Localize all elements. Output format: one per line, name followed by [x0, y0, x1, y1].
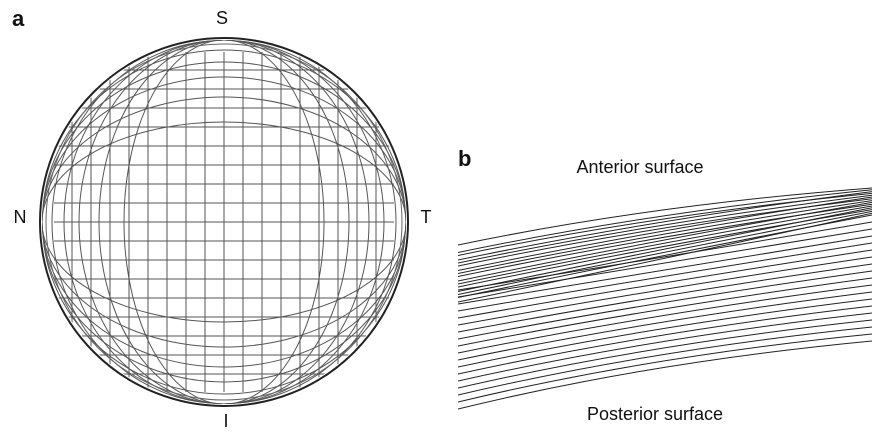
posterior-curve	[458, 250, 872, 318]
direction-label: S	[216, 8, 228, 28]
direction-label: N	[14, 207, 27, 227]
anterior-curve	[458, 215, 872, 298]
anterior-curve	[458, 206, 872, 284]
anterior-curve	[458, 192, 872, 260]
grid-pattern	[42, 40, 406, 404]
posterior-curve	[458, 306, 872, 374]
surface-curves	[458, 188, 872, 409]
panel-label: b	[458, 146, 471, 171]
direction-label: T	[421, 207, 432, 227]
surface-label: Posterior surface	[587, 404, 723, 424]
panel-label: a	[12, 6, 25, 31]
posterior-curve	[458, 278, 872, 346]
surface-label: Anterior surface	[576, 157, 703, 177]
direction-label: I	[223, 411, 228, 431]
anterior-curve	[458, 202, 872, 281]
posterior-curve	[458, 285, 872, 353]
posterior-curve	[458, 341, 872, 409]
figure: a S N T I b Anterior surface Posterior s…	[0, 0, 872, 434]
